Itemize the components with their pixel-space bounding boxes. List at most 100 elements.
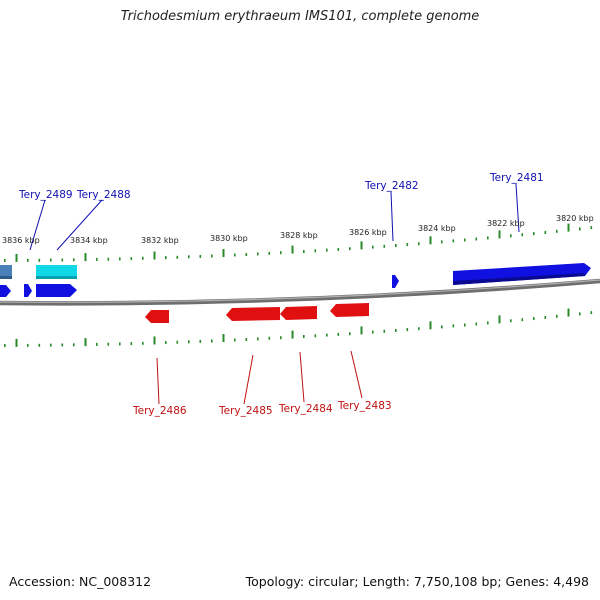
scale-label-3832: 3832 kbp (141, 236, 179, 245)
upper-tick (590, 226, 593, 230)
gene-tery-2483[interactable] (330, 303, 369, 317)
upper-tick (360, 241, 363, 250)
upper-tick (521, 233, 524, 237)
lower-tick (395, 329, 397, 332)
lower-tick (188, 340, 190, 344)
label-tery-2481[interactable]: Tery_2481 (489, 172, 544, 184)
lower-tick (234, 338, 236, 342)
lower-tick (119, 342, 121, 346)
lower-tick (383, 329, 386, 333)
lower-tick (556, 314, 558, 318)
genome-summary-text: Topology: circular; Length: 7,750,108 bp… (245, 574, 589, 589)
lower-tick (165, 341, 167, 345)
reverse-genes (145, 303, 369, 323)
scale-label-3836: 3836 kbp (2, 236, 40, 245)
lower-tick-track (4, 308, 593, 347)
lower-tick (360, 326, 363, 335)
lower-tick (50, 343, 52, 347)
gene-tery-2485[interactable] (226, 307, 280, 321)
lower-tick (27, 343, 29, 347)
upper-tick (291, 245, 294, 254)
upper-tick (464, 238, 466, 242)
upper-tick (257, 252, 259, 256)
upper-tick (314, 249, 317, 253)
upper-tick (234, 253, 236, 257)
label-tery-2489[interactable]: Tery_2489 (18, 189, 73, 201)
lower-tick (567, 308, 570, 317)
upper-tick (498, 230, 501, 239)
upper-tick (383, 244, 386, 248)
upper-tick (475, 237, 478, 241)
label-tery-2486[interactable]: Tery_2486 (132, 405, 187, 417)
lower-tick (544, 316, 547, 319)
lower-tick (452, 324, 455, 328)
upper-tick (211, 254, 213, 258)
gene-cyan[interactable] (36, 265, 77, 279)
lower-tick (130, 342, 133, 346)
label-tery-2488[interactable]: Tery_2488 (76, 189, 131, 201)
lower-tick (579, 312, 581, 316)
scale-label-3824: 3824 kbp (418, 224, 456, 233)
upper-tick (280, 251, 282, 255)
lower-tick (498, 315, 501, 324)
gene-steel[interactable] (0, 265, 12, 279)
upper-tick (84, 253, 87, 262)
lower-tick (510, 319, 512, 323)
lower-tick (464, 323, 466, 327)
lower-tick (590, 311, 593, 315)
label-tery-2484[interactable]: Tery_2484 (278, 403, 333, 415)
gene-tery-2484[interactable] (280, 306, 317, 320)
upper-tick (510, 234, 512, 238)
upper-tick (372, 245, 374, 249)
upper-tick (15, 253, 18, 262)
upper-tick (130, 257, 133, 261)
gene-tery-2482[interactable] (392, 275, 399, 288)
label-tery-2482[interactable]: Tery_2482 (364, 180, 419, 192)
upper-tick (429, 236, 432, 245)
lower-tick (153, 336, 156, 345)
lower-tick (245, 338, 248, 341)
upper-tick (556, 229, 558, 233)
upper-tick (567, 223, 570, 232)
reverse-gene-labels: Tery_2486 Tery_2485 Tery_2484 Tery_2483 (132, 400, 392, 417)
forward-gene-labels: Tery_2489 Tery_2488 Tery_2482 Tery_2481 (18, 172, 544, 201)
upper-tick (4, 259, 6, 262)
upper-tick (73, 258, 75, 262)
upper-tick (303, 250, 305, 253)
upper-tick (165, 256, 167, 260)
lower-tick (107, 342, 110, 346)
gene-forward-left-1[interactable] (0, 285, 11, 297)
lower-tick (533, 317, 535, 321)
gene-forward-left-3[interactable] (36, 284, 77, 297)
upper-tick (61, 258, 64, 262)
upper-tick (337, 247, 340, 251)
upper-tick (452, 239, 455, 243)
genome-backbone (0, 278, 600, 306)
label-tery-2485[interactable]: Tery_2485 (218, 405, 273, 417)
callout-lines (29, 183, 520, 405)
lower-tick (326, 333, 328, 337)
lower-tick (199, 339, 202, 343)
lower-tick (429, 321, 432, 330)
upper-tick (27, 258, 29, 262)
lower-tick (222, 334, 225, 342)
upper-tick (153, 251, 156, 260)
upper-tick (38, 258, 41, 262)
accession-text: Accession: NC_008312 (9, 574, 152, 589)
upper-tick (119, 257, 121, 261)
upper-tick (487, 236, 489, 240)
lower-tick (349, 332, 351, 336)
gene-tery-2486[interactable] (145, 310, 169, 323)
scale-label-3826: 3826 kbp (349, 228, 387, 237)
upper-tick (188, 255, 190, 259)
upper-tick (418, 242, 420, 246)
lower-tick (487, 321, 489, 325)
gene-forward-left-2[interactable] (24, 284, 32, 297)
label-tery-2483[interactable]: Tery_2483 (337, 400, 392, 412)
upper-tick (142, 256, 144, 260)
upper-tick (107, 257, 110, 261)
lower-tick (73, 343, 75, 347)
upper-tick (441, 240, 443, 244)
upper-tick (326, 248, 328, 252)
